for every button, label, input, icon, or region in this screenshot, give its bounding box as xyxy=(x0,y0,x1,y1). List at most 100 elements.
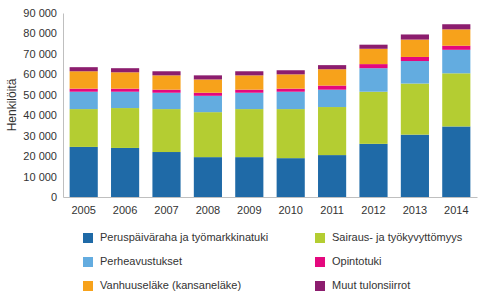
legend-label: Peruspäiväraha ja työmarkkinatuki xyxy=(100,231,268,243)
bar xyxy=(152,90,180,93)
x-tick: 2014 xyxy=(444,197,468,216)
bar xyxy=(442,29,470,45)
x-tick: 2006 xyxy=(113,197,137,216)
bar xyxy=(359,68,387,92)
bar xyxy=(359,92,387,144)
x-tick-label: 2011 xyxy=(320,204,344,216)
x-tick: 2007 xyxy=(154,197,178,216)
x-tick-label: 2009 xyxy=(237,204,261,216)
bar xyxy=(194,75,222,79)
y-tick: 90 000 xyxy=(23,7,63,19)
bar xyxy=(359,45,387,49)
bar xyxy=(194,112,222,157)
x-tick: 2013 xyxy=(403,197,427,216)
y-tick: 10 000 xyxy=(23,171,63,183)
bar xyxy=(318,86,346,90)
bar xyxy=(277,109,305,158)
legend-swatch xyxy=(315,233,325,243)
bar xyxy=(318,90,346,107)
x-tick: 2005 xyxy=(71,197,95,216)
y-tick: 80 000 xyxy=(23,27,63,39)
bar xyxy=(318,155,346,197)
bar xyxy=(277,92,305,109)
legend-item: Muut tulonsiirrot xyxy=(315,279,410,291)
legend-label: Perheavustukset xyxy=(100,255,182,267)
x-tick: 2010 xyxy=(278,197,302,216)
bar xyxy=(235,71,263,75)
bar xyxy=(359,144,387,197)
bar xyxy=(235,157,263,197)
y-tick-label: 40 000 xyxy=(23,109,57,121)
bar xyxy=(70,109,98,147)
bar xyxy=(194,93,222,96)
bar xyxy=(401,135,429,197)
y-tick-label: 10 000 xyxy=(23,171,57,183)
series xyxy=(70,29,471,92)
bar xyxy=(401,57,429,61)
y-axis-line xyxy=(63,14,64,198)
bar xyxy=(277,89,305,92)
bar xyxy=(235,109,263,157)
bar xyxy=(442,46,470,50)
bar xyxy=(401,34,429,39)
legend: Peruspäiväraha ja työmarkkinatuki Sairaus… xyxy=(83,231,463,291)
bar xyxy=(401,40,429,57)
bar xyxy=(111,108,139,148)
bar xyxy=(318,107,346,155)
legend-label: Sairaus- ja työkyvyttömyys xyxy=(332,231,463,243)
y-tick: 40 000 xyxy=(23,109,63,121)
y-axis: 0 10 000 20 000 30 000 40 000 50 000 60 000 70 … xyxy=(23,7,63,203)
bar xyxy=(401,61,429,83)
bars xyxy=(70,24,471,197)
bar xyxy=(277,74,305,88)
bar xyxy=(70,67,98,71)
bar xyxy=(152,109,180,152)
bar xyxy=(401,84,429,135)
bar xyxy=(194,157,222,197)
y-tick-label: 90 000 xyxy=(23,7,57,19)
bar xyxy=(70,92,98,109)
y-tick-label: 50 000 xyxy=(23,89,57,101)
x-axis: 2005 2006 2007 2008 2009 2010 2011 2012 2013 2014 xyxy=(64,197,478,216)
y-tick: 50 000 xyxy=(23,89,63,101)
bar xyxy=(70,147,98,197)
x-tick: 2011 xyxy=(320,197,344,216)
bar xyxy=(235,93,263,109)
y-tick-label: 30 000 xyxy=(23,130,57,142)
bar xyxy=(442,50,470,74)
legend-label: Opintotuki xyxy=(332,255,382,267)
series xyxy=(70,50,471,112)
y-axis-title: Henkilöitä xyxy=(5,78,19,131)
legend-label: Muut tulonsiirrot xyxy=(332,279,410,291)
bar xyxy=(70,89,98,92)
y-tick-label: 70 000 xyxy=(23,48,57,60)
y-tick: 70 000 xyxy=(23,48,63,60)
x-tick: 2009 xyxy=(237,197,261,216)
bar xyxy=(318,69,346,85)
legend-swatch xyxy=(83,281,93,291)
x-tick-label: 2005 xyxy=(71,204,95,216)
y-tick: 0 xyxy=(51,191,63,203)
bar xyxy=(152,93,180,109)
bar xyxy=(111,72,139,88)
bar xyxy=(359,64,387,68)
legend-swatch xyxy=(315,281,325,291)
bar xyxy=(152,75,180,89)
bar xyxy=(111,92,139,108)
chart: 0 10 000 20 000 30 000 40 000 50 000 60 000 70 … xyxy=(0,0,491,303)
plot: 0 10 000 20 000 30 000 40 000 50 000 60 000 70 … xyxy=(23,7,477,216)
bar xyxy=(235,75,263,89)
bar xyxy=(442,126,470,197)
x-tick-label: 2013 xyxy=(403,204,427,216)
legend-item: Sairaus- ja työkyvyttömyys xyxy=(315,231,463,243)
y-tick-label: 60 000 xyxy=(23,68,57,80)
bar xyxy=(359,49,387,64)
y-tick-label: 20 000 xyxy=(23,150,57,162)
x-tick: 2012 xyxy=(361,197,385,216)
x-tick: 2008 xyxy=(196,197,220,216)
bar xyxy=(194,79,222,92)
bar xyxy=(235,90,263,93)
bar xyxy=(111,148,139,197)
legend-swatch xyxy=(83,233,93,243)
x-tick-label: 2006 xyxy=(113,204,137,216)
